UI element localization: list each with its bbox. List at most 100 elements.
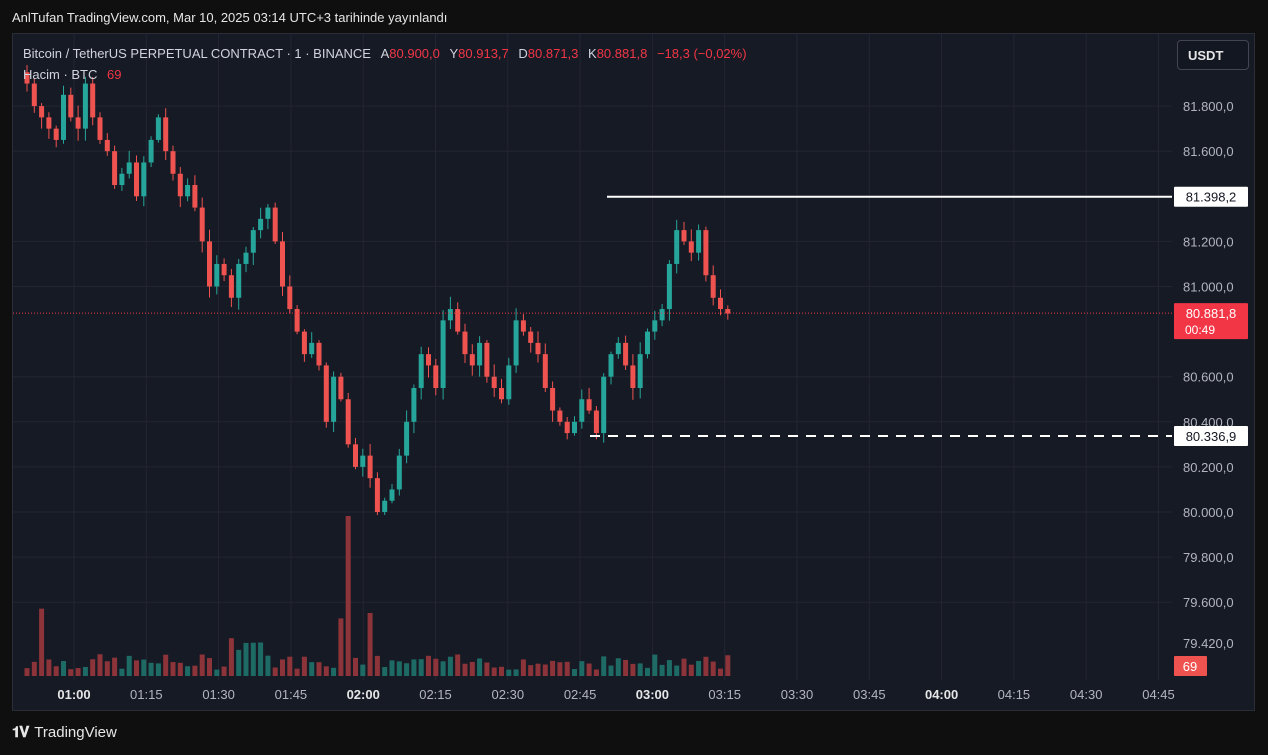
volume-bar	[177, 662, 183, 676]
candle-body	[228, 275, 234, 298]
volume-bar	[674, 665, 680, 676]
candle-body	[148, 139, 154, 163]
high-value: 80.913,7	[458, 46, 509, 61]
volume-bar	[68, 669, 74, 676]
candle-body	[433, 365, 439, 388]
volume-bar	[360, 664, 366, 676]
candle-body	[236, 263, 242, 298]
volume-bar	[433, 658, 439, 676]
volume-bar	[520, 659, 526, 676]
candle-body	[659, 309, 665, 321]
publication-header: AnlTufan TradingView.com, Mar 10, 2025 0…	[12, 10, 448, 25]
volume-bar	[418, 659, 424, 676]
candle-body	[316, 342, 322, 366]
time-tick-label: 01:15	[130, 687, 163, 702]
volume-bar	[506, 669, 512, 676]
candle-body	[192, 185, 198, 208]
volume-bar	[535, 663, 541, 676]
price-tick-label: 79.600,0	[1183, 595, 1234, 610]
volume-bar	[542, 664, 548, 676]
volume-bar	[331, 667, 337, 676]
time-tick-label: 03:00	[636, 687, 669, 702]
candle-body	[374, 478, 380, 512]
candle-body	[90, 83, 96, 118]
candle-body	[367, 455, 373, 479]
price-tick-label: 81.200,0	[1183, 234, 1234, 249]
volume-bar	[484, 662, 490, 676]
price-tick-label: 80.200,0	[1183, 460, 1234, 475]
volume-bar	[170, 662, 176, 676]
candle-body	[491, 376, 497, 388]
volume-bars	[24, 516, 731, 676]
candle-body	[710, 275, 716, 298]
volume-bar	[338, 618, 344, 676]
candle-body	[615, 342, 621, 355]
volume-bar	[462, 663, 468, 676]
candle-body	[39, 106, 45, 118]
chart-grid	[13, 34, 1172, 680]
price-levels	[13, 195, 1172, 438]
change-value: −18,3 (−0,02%)	[656, 46, 747, 61]
time-tick-label: 01:45	[275, 687, 308, 702]
volume-bar	[207, 658, 212, 676]
brand-name: TradingView	[34, 724, 117, 741]
tradingview-logo[interactable]: 𝟏𝐕 TradingView	[12, 724, 117, 741]
candle-body	[31, 83, 37, 107]
volume-bar	[725, 655, 731, 676]
volume-bar	[557, 662, 563, 676]
volume-bar	[82, 666, 88, 676]
volume-bar	[265, 655, 271, 676]
candle-body	[323, 365, 329, 422]
volume-bar	[411, 659, 417, 676]
candle-body	[637, 354, 643, 388]
support-price-label-box	[1174, 426, 1248, 447]
candle-body	[353, 444, 358, 467]
volume-bar	[666, 660, 672, 676]
current-price-label: 80.881,8	[1186, 306, 1237, 321]
volume-bar	[404, 663, 410, 676]
candle-body	[623, 342, 629, 366]
volume-bar	[389, 660, 395, 676]
candle-body	[557, 410, 563, 422]
candle-body	[360, 455, 366, 467]
volume-bar	[148, 662, 154, 676]
candle-body	[119, 173, 125, 186]
candle-body	[141, 162, 147, 197]
volume-bar	[185, 666, 191, 676]
currency-button[interactable]: USDT	[1177, 40, 1249, 70]
volume-bar	[601, 656, 607, 676]
candle-body	[469, 354, 475, 366]
candle-body	[46, 117, 52, 129]
symbol-name[interactable]: Bitcoin / TetherUS PERPETUAL CONTRACT · …	[23, 46, 371, 61]
time-axis: 01:00 01:15 01:30 01:45 02:00 02:15 02:30 02:45…	[57, 687, 1174, 702]
volume-bar	[710, 661, 716, 676]
volume-bar	[294, 668, 300, 676]
candle-body	[630, 365, 636, 388]
candle-body	[681, 230, 687, 242]
volume-bar	[228, 638, 234, 676]
volume-bar	[301, 656, 307, 676]
open-value: 80.900,0	[389, 46, 440, 61]
time-tick-label: 03:15	[708, 687, 741, 702]
volume-bar	[513, 669, 519, 676]
candle-body	[418, 354, 424, 388]
candle-body	[718, 297, 723, 310]
symbol-legend: Bitcoin / TetherUS PERPETUAL CONTRACT · …	[23, 46, 747, 61]
candle-body	[112, 151, 118, 186]
candle-body	[207, 241, 212, 287]
candle-body	[688, 241, 694, 253]
volume-bar	[316, 662, 322, 676]
volume-bar	[615, 658, 621, 676]
price-tick-label: 79.420,0	[1183, 636, 1234, 651]
volume-bar	[112, 657, 118, 676]
candle-body	[725, 309, 731, 314]
volume-bar	[593, 669, 599, 676]
volume-legend: Hacim · BTC 69	[23, 67, 121, 82]
time-tick-label: 03:30	[781, 687, 814, 702]
price-tick-label: 80.000,0	[1183, 505, 1234, 520]
volume-label[interactable]: Hacim · BTC	[23, 67, 98, 82]
volume-bar	[221, 666, 227, 676]
volume-bar	[155, 663, 161, 676]
volume-bar	[528, 665, 534, 676]
